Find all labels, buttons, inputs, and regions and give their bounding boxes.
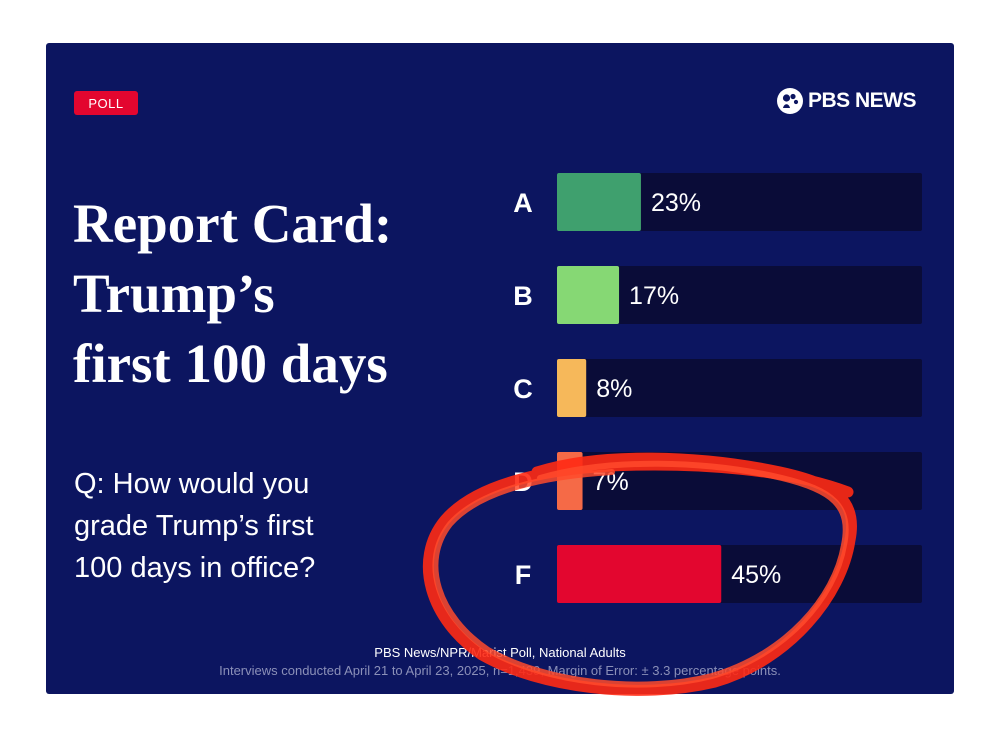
category-label: B	[513, 281, 533, 311]
title-line: first 100 days	[73, 333, 388, 394]
category-label: F	[515, 560, 532, 590]
bar-track	[557, 359, 922, 417]
footer-notes: Interviews conducted April 21 to April 2…	[219, 663, 781, 678]
grade-bar-chart: A 23% B 17% C 8% D 7% F 45%	[513, 173, 922, 603]
value-label: 8%	[596, 375, 632, 403]
page-title: Report Card: Trump’s first 100 days	[73, 189, 493, 399]
question-line: Q: How would you	[74, 468, 310, 500]
question-line: 100 days in office?	[74, 552, 316, 584]
question-line: grade Trump’s first	[74, 510, 314, 542]
pbs-news-logo[interactable]: PBS NEWS	[776, 87, 917, 115]
poll-question: Q: How would you grade Trump’s first 100…	[74, 463, 414, 589]
bar-f	[557, 545, 722, 603]
chart-footer: PBS News/NPR/Marist Poll, National Adult…	[46, 644, 954, 680]
bar-track	[557, 266, 922, 324]
title-line: Report Card:	[73, 193, 393, 254]
poll-card: POLL PBS NEWS Report Card: Trump’s first…	[46, 43, 954, 694]
category-label: A	[513, 188, 533, 218]
category-label: C	[513, 374, 533, 404]
value-label: 45%	[731, 561, 781, 589]
bar-b	[557, 266, 620, 324]
bar-c	[557, 359, 587, 417]
bar-a	[557, 173, 641, 231]
logo-text: PBS NEWS	[807, 89, 917, 112]
value-label: 23%	[651, 189, 701, 217]
title-line: Trump’s	[73, 263, 275, 324]
bar-d	[557, 452, 583, 510]
pbs-heads-icon	[776, 88, 803, 114]
bar-track	[557, 173, 922, 231]
category-label: D	[513, 467, 533, 497]
footer-source: PBS News/NPR/Marist Poll, National Adult…	[374, 645, 626, 660]
poll-badge: POLL	[74, 91, 138, 115]
value-label: 7%	[593, 468, 629, 496]
value-label: 17%	[629, 282, 679, 310]
